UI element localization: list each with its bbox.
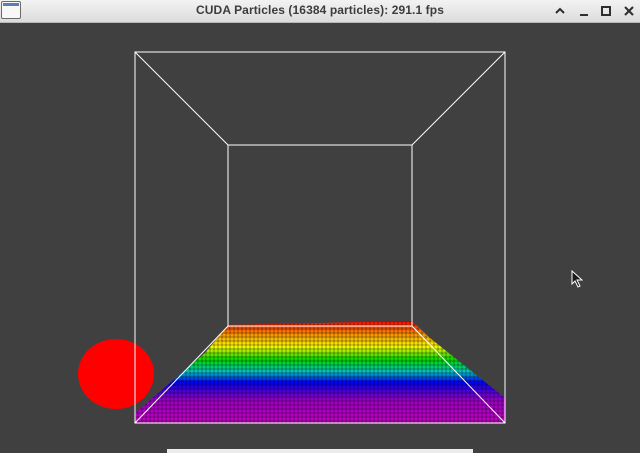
minimize-icon bbox=[580, 14, 588, 16]
app-window-icon[interactable] bbox=[1, 1, 21, 19]
bounding-box bbox=[134, 51, 506, 424]
maximize-button[interactable] bbox=[597, 2, 615, 20]
title-bar[interactable]: CUDA Particles (16384 particles): 291.1 … bbox=[0, 0, 640, 23]
bottom-panel-strip bbox=[167, 449, 473, 453]
shade-button[interactable] bbox=[551, 2, 569, 20]
particle-heap bbox=[135, 321, 505, 423]
close-button[interactable] bbox=[620, 2, 638, 20]
minimize-button[interactable] bbox=[575, 2, 593, 20]
render-viewport[interactable] bbox=[0, 23, 640, 453]
window-title: CUDA Particles (16384 particles): 291.1 … bbox=[196, 3, 444, 17]
particle-scene bbox=[78, 51, 506, 424]
close-icon bbox=[624, 6, 634, 16]
shade-icon bbox=[555, 7, 565, 14]
collider-sphere bbox=[78, 339, 154, 409]
maximize-icon bbox=[601, 6, 611, 16]
arrow-cursor-icon bbox=[571, 269, 584, 293]
